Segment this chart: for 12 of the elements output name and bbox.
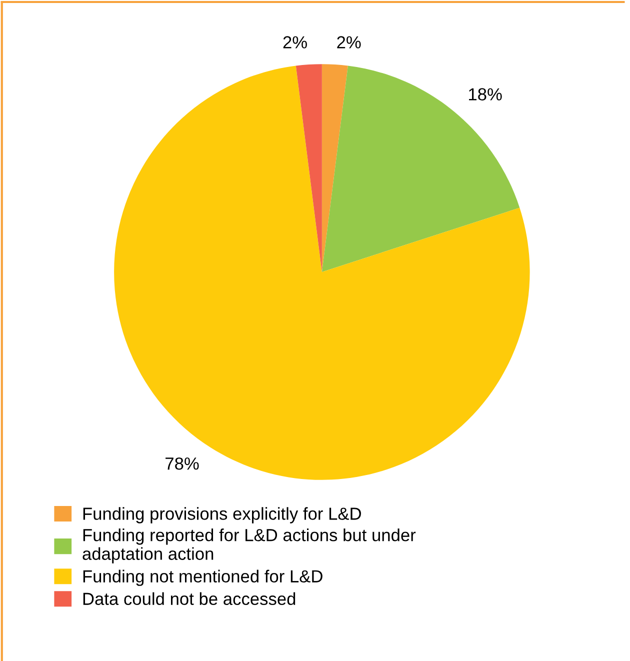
pie-slice [296,64,322,272]
legend-label: Funding not mentioned for L&D [83,570,322,586]
data-label: 18% [469,88,502,100]
data-label: 2% [337,36,361,48]
data-label: 78% [166,457,199,470]
pie-slice [322,66,520,272]
data-label: 2% [283,36,307,48]
legend-label: Funding reported for L&D actions but under adaptation action [82,528,416,564]
pie-slice [322,64,348,272]
pie-slice [114,66,530,480]
legend-label: Data could not be accessed [83,592,296,606]
legend-label: Funding provisions explicitly for L&D [83,507,361,524]
